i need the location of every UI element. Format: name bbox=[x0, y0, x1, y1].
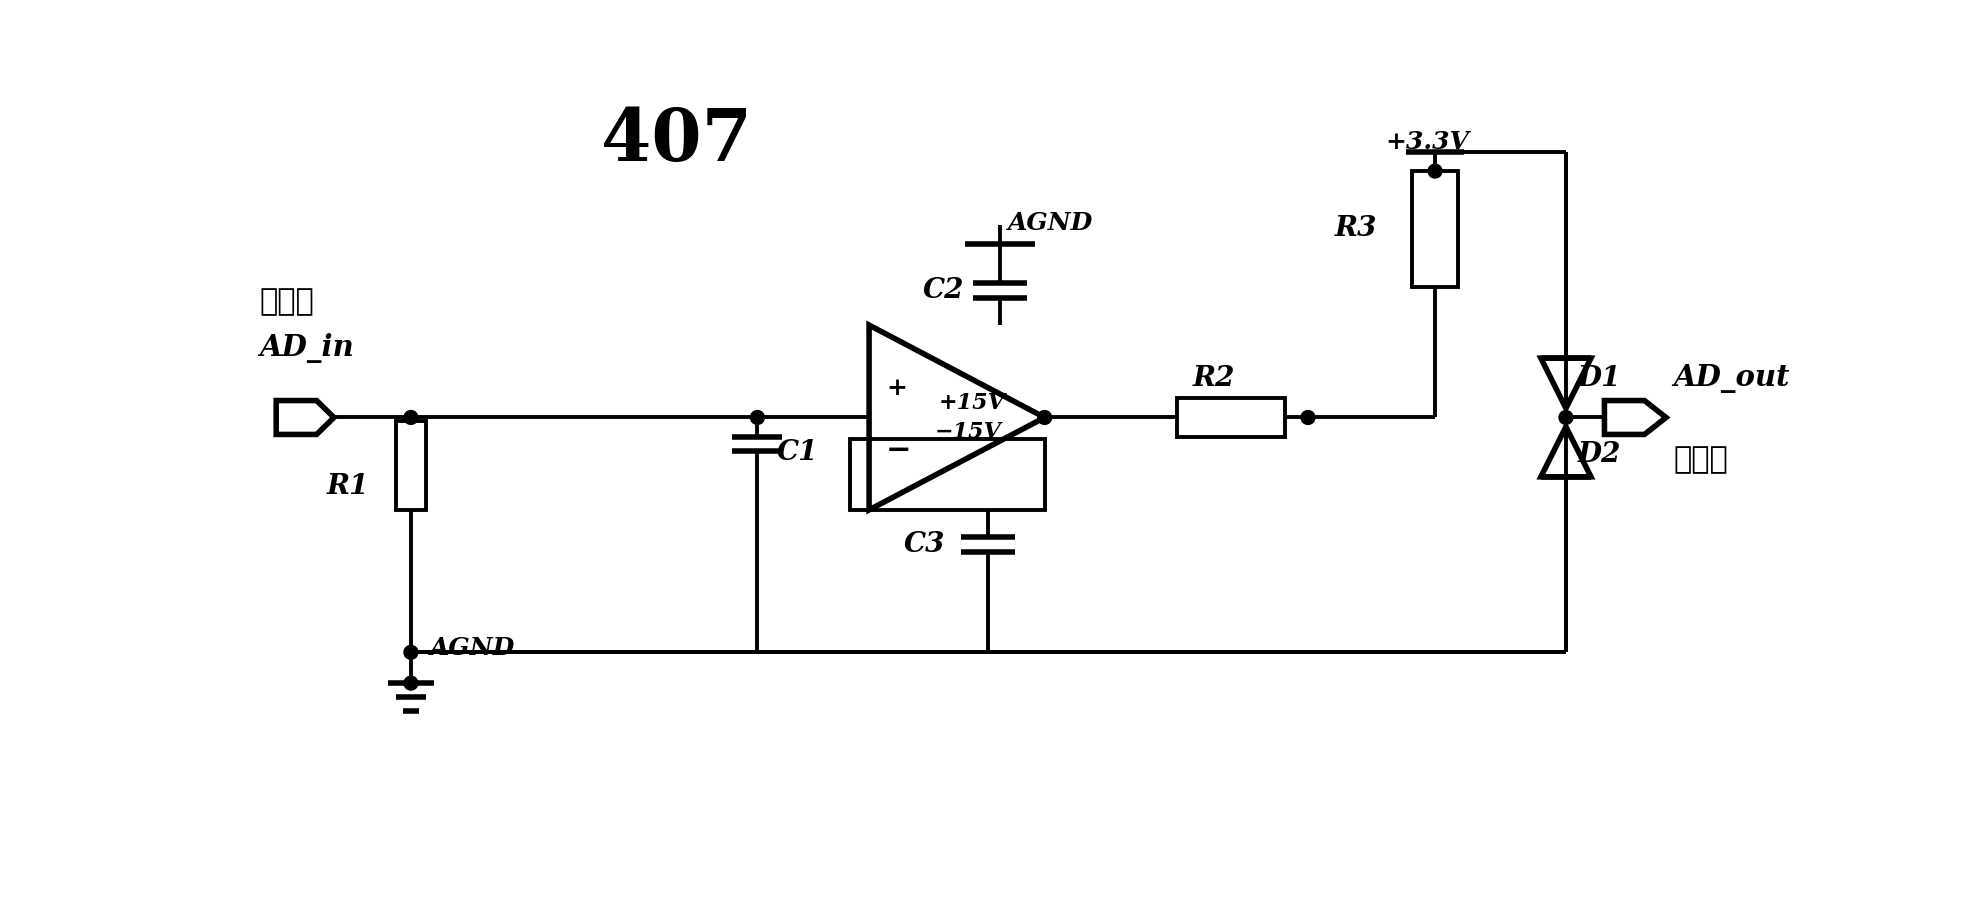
Text: AD_in: AD_in bbox=[260, 333, 353, 363]
Bar bbox=[397, 421, 425, 510]
Circle shape bbox=[405, 676, 419, 690]
Text: C2: C2 bbox=[923, 277, 965, 304]
Bar bbox=[1177, 399, 1284, 437]
Text: 407: 407 bbox=[601, 105, 752, 176]
Text: C3: C3 bbox=[903, 531, 945, 558]
Circle shape bbox=[750, 410, 764, 424]
Text: D2: D2 bbox=[1578, 440, 1622, 467]
Text: −15V: −15V bbox=[935, 421, 1000, 443]
Text: +15V: +15V bbox=[939, 392, 1004, 414]
Circle shape bbox=[1427, 164, 1441, 178]
Text: 输出端: 输出端 bbox=[1673, 446, 1729, 475]
Text: R1: R1 bbox=[326, 473, 369, 500]
Circle shape bbox=[405, 645, 419, 660]
Bar bbox=[850, 439, 1044, 510]
Text: −: − bbox=[885, 435, 911, 466]
Text: C1: C1 bbox=[776, 439, 818, 466]
Circle shape bbox=[405, 410, 419, 424]
Text: D1: D1 bbox=[1578, 365, 1622, 391]
Text: +: + bbox=[885, 376, 907, 400]
Text: R2: R2 bbox=[1193, 365, 1235, 392]
Text: AGND: AGND bbox=[431, 637, 516, 660]
Text: AD_out: AD_out bbox=[1673, 364, 1790, 393]
Text: R3: R3 bbox=[1336, 216, 1378, 242]
Bar bbox=[1411, 171, 1459, 286]
Text: AGND: AGND bbox=[1008, 211, 1094, 235]
Circle shape bbox=[1038, 410, 1052, 424]
Circle shape bbox=[1300, 410, 1314, 424]
Text: 输入端: 输入端 bbox=[260, 287, 314, 316]
Text: +3.3V: +3.3V bbox=[1386, 130, 1469, 154]
Circle shape bbox=[1558, 410, 1572, 424]
